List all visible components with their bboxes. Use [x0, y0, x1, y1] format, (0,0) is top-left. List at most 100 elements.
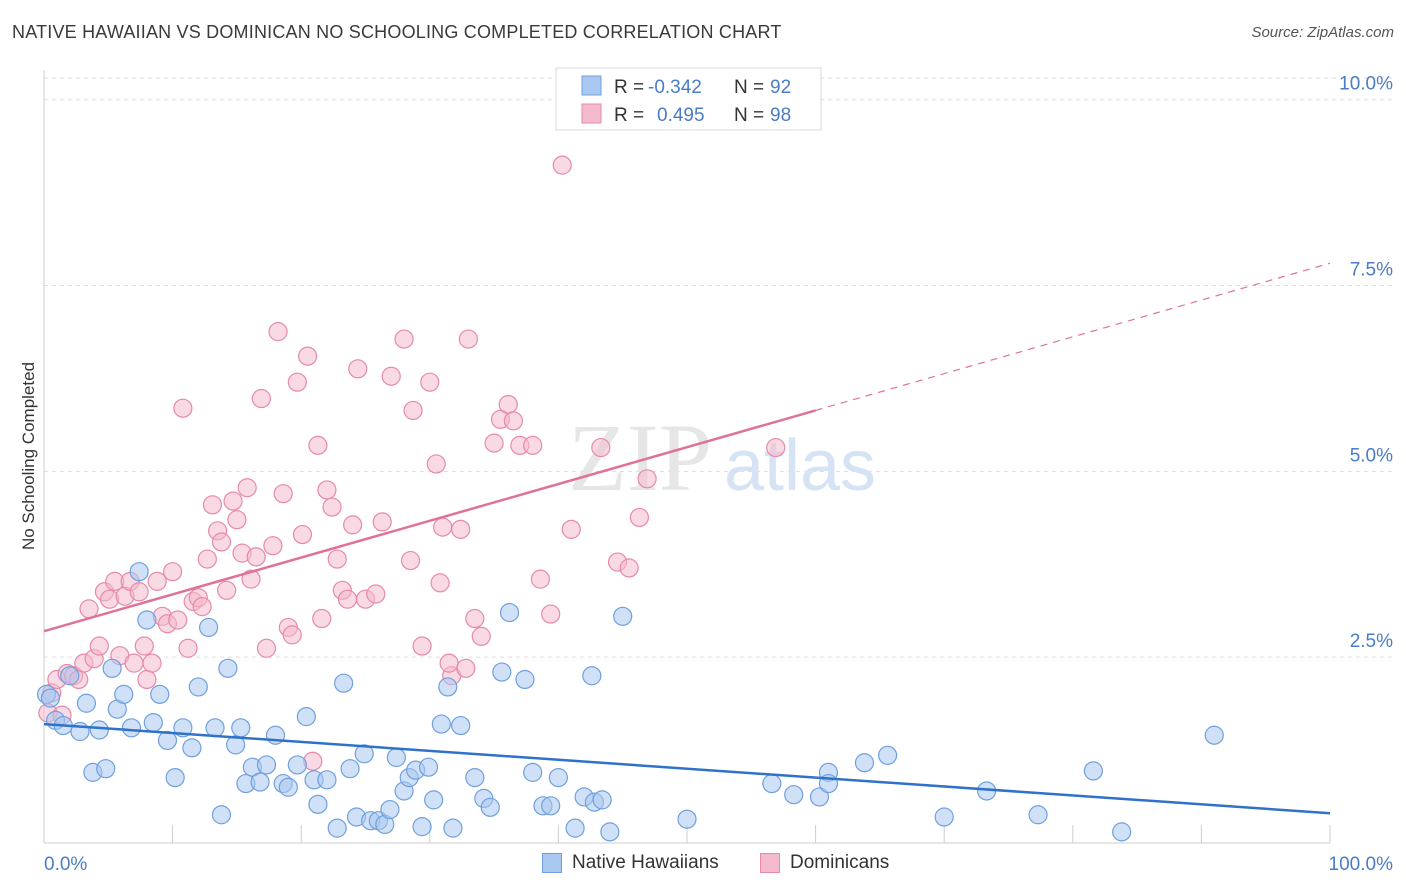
- legend-r-value: 0.495: [657, 105, 705, 126]
- dominican-point: [465, 608, 485, 629]
- native-hawaiian-point: [548, 767, 569, 788]
- dominican-point: [484, 433, 504, 453]
- native-hawaiian-point: [809, 787, 830, 807]
- native-hawaiian-point: [340, 759, 360, 779]
- y-tick-label: 10.0%: [1339, 74, 1393, 95]
- native-hawaiian-point: [1112, 822, 1132, 842]
- dominican-point: [433, 517, 453, 537]
- dominican-point: [327, 549, 347, 569]
- dominicans-trend-line: [43, 409, 816, 633]
- native-hawaiian-point: [354, 744, 374, 764]
- dominican-point: [561, 519, 581, 539]
- native-hawaiian-point: [287, 755, 307, 775]
- y-tick-label: 5.0%: [1350, 445, 1393, 466]
- native-hawaiian-point: [515, 669, 535, 690]
- dominican-point: [142, 653, 162, 673]
- native-hawaiian-point: [492, 662, 512, 682]
- watermark-atlas: atlas: [724, 426, 876, 506]
- native-hawaiian-point: [199, 617, 219, 638]
- dominican-point: [163, 562, 183, 582]
- native-hawaiian-point: [76, 693, 97, 713]
- dominican-point: [173, 398, 193, 418]
- dominican-point: [129, 582, 149, 602]
- legend-r-label: R =: [614, 77, 644, 98]
- legend-item-dominicans: Dominicans: [760, 852, 889, 874]
- native-hawaiian-point: [523, 762, 543, 782]
- dominican-point: [591, 437, 611, 458]
- native-hawaiian-point: [1083, 761, 1103, 781]
- native-hawaiian-point: [878, 745, 898, 765]
- dominican-point: [420, 372, 440, 392]
- native-hawaiian-point: [1028, 805, 1048, 825]
- native-hawaiian-point: [102, 658, 122, 678]
- native-hawaiian-point: [380, 799, 400, 820]
- dominican-point: [99, 589, 120, 609]
- dominican-point: [530, 569, 550, 589]
- native-hawaiian-point: [96, 759, 116, 779]
- native-hawaiian-point: [784, 785, 804, 805]
- dominican-point: [637, 469, 657, 489]
- legend-label: Dominicans: [790, 852, 890, 873]
- dominican-point: [168, 610, 188, 630]
- dominican-point: [268, 322, 288, 342]
- legend-swatch-pink: [760, 853, 780, 873]
- native-hawaiian-point: [278, 777, 298, 797]
- dominican-point: [124, 653, 144, 673]
- native-hawaiian-point: [129, 562, 149, 582]
- dominican-point: [211, 532, 232, 552]
- dominican-point: [246, 547, 266, 567]
- dominicans-trend-line-extension: [815, 262, 1331, 411]
- dominican-point: [282, 625, 302, 645]
- y-axis-label: No Schooling Completed: [19, 362, 38, 550]
- dominican-point: [273, 484, 293, 504]
- native-hawaiian-point: [188, 677, 208, 697]
- native-hawaiian-point: [250, 772, 270, 792]
- dominican-point: [227, 510, 247, 530]
- native-hawaiian-point: [934, 807, 954, 827]
- native-hawaiian-point: [60, 666, 80, 686]
- dominican-point: [192, 597, 212, 617]
- native-hawaiian-point: [308, 794, 328, 814]
- trend-lines: [43, 262, 1331, 815]
- native-hawaiian-point: [137, 610, 157, 630]
- dominican-point: [619, 558, 639, 578]
- dominican-point: [308, 435, 328, 455]
- native-hawaiian-point: [854, 753, 875, 773]
- dominican-point: [147, 571, 167, 591]
- dominican-point: [298, 346, 318, 366]
- dominican-point: [372, 512, 392, 532]
- dominican-point: [312, 608, 332, 629]
- dominican-point: [451, 519, 471, 539]
- watermark-zip: ZIP: [568, 404, 712, 511]
- dominican-point: [366, 584, 386, 604]
- legend-label: Native Hawaiians: [572, 852, 719, 873]
- native-hawaiian-point: [317, 770, 337, 790]
- native-hawaiian-point: [296, 707, 316, 727]
- native-hawaiian-point: [465, 767, 485, 788]
- native-hawaiian-point: [182, 738, 202, 758]
- native-hawaiian-point: [613, 606, 633, 626]
- dominican-point: [317, 480, 337, 500]
- dominican-point: [426, 454, 446, 474]
- dominican-point: [766, 437, 786, 458]
- native-hawaiian-point: [565, 818, 585, 838]
- dominican-point: [263, 536, 283, 556]
- dominican-point: [223, 491, 243, 511]
- legend-swatch-blue: [581, 75, 602, 96]
- dominican-point: [292, 524, 313, 545]
- dominican-point: [471, 626, 491, 646]
- native-hawaiian-point: [211, 805, 232, 825]
- native-hawaiian-point: [150, 684, 170, 704]
- grid-lines: 2.5% 5.0% 7.5% 10.0%: [44, 74, 1393, 658]
- dominican-point: [202, 495, 223, 515]
- native-hawaiian-point: [582, 666, 602, 686]
- native-hawaiian-point: [121, 718, 142, 738]
- dominican-point: [79, 599, 99, 619]
- dominican-point: [394, 329, 414, 349]
- native-hawaiians-trend-line: [43, 722, 1331, 815]
- dominican-point: [237, 478, 257, 498]
- legend-swatch-pink: [581, 103, 602, 124]
- dominican-point: [430, 573, 450, 593]
- dominican-point: [134, 636, 154, 656]
